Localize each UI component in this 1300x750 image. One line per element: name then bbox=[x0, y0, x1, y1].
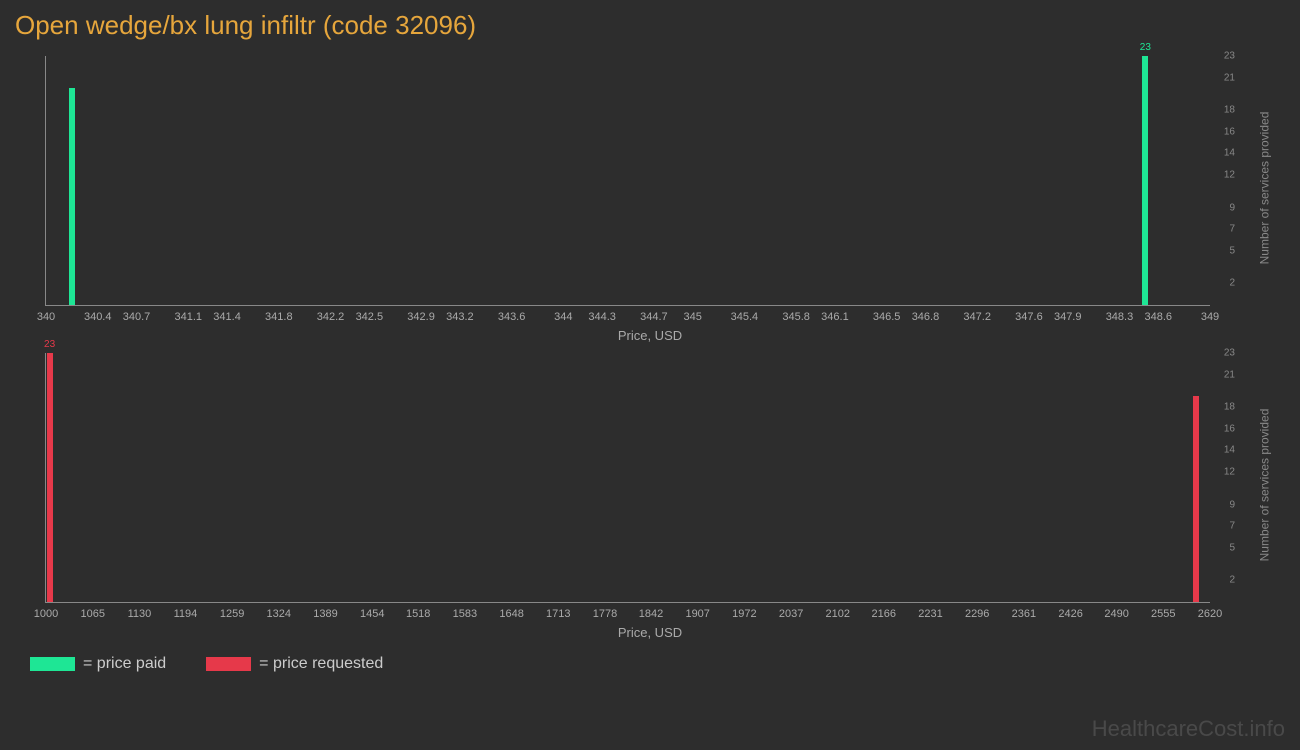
legend-label-requested: = price requested bbox=[259, 655, 383, 673]
x-tick: 2102 bbox=[826, 608, 850, 620]
legend-swatch-requested bbox=[206, 657, 251, 671]
x-tick: 1842 bbox=[639, 608, 663, 620]
x-tick: 344 bbox=[554, 311, 572, 323]
x-tick: 1518 bbox=[406, 608, 430, 620]
x-tick: 343.6 bbox=[498, 311, 526, 323]
x-tick: 340 bbox=[37, 311, 55, 323]
y-tick: 9 bbox=[1229, 499, 1235, 510]
x-tick: 2166 bbox=[872, 608, 896, 620]
legend-label-paid: = price paid bbox=[83, 655, 166, 673]
chart-price-requested: Number of services provided 1000 1065 1130… bbox=[15, 353, 1285, 640]
bar bbox=[69, 88, 75, 305]
x-tick: 2620 bbox=[1198, 608, 1222, 620]
x-tick: 346.1 bbox=[821, 311, 849, 323]
x-tick: 344.3 bbox=[588, 311, 616, 323]
x-tick: 340.7 bbox=[123, 311, 151, 323]
y-tick: 7 bbox=[1229, 224, 1235, 235]
x-tick: 341.4 bbox=[213, 311, 241, 323]
bar-value-label: 23 bbox=[1130, 42, 1160, 53]
x-tick: 1454 bbox=[360, 608, 384, 620]
y-tick: 9 bbox=[1229, 202, 1235, 213]
x-tick: 1389 bbox=[313, 608, 337, 620]
bar bbox=[1142, 56, 1148, 305]
watermark: HealthcareCost.info bbox=[1092, 716, 1285, 742]
y-axis-label: Number of services provided bbox=[1258, 408, 1272, 561]
x-tick: 2296 bbox=[965, 608, 989, 620]
bar-value-label: 23 bbox=[35, 339, 65, 350]
x-tick: 1907 bbox=[685, 608, 709, 620]
legend: = price paid = price requested bbox=[15, 655, 1285, 673]
x-tick: 349 bbox=[1201, 311, 1219, 323]
page-title: Open wedge/bx lung infiltr (code 32096) bbox=[15, 10, 1285, 41]
x-tick: 1713 bbox=[546, 608, 570, 620]
x-tick: 2426 bbox=[1058, 608, 1082, 620]
x-tick: 1972 bbox=[732, 608, 756, 620]
y-tick: 14 bbox=[1224, 445, 1235, 456]
y-tick: 2 bbox=[1229, 278, 1235, 289]
x-axis-label: Price, USD bbox=[15, 328, 1285, 343]
x-tick: 2037 bbox=[779, 608, 803, 620]
y-tick: 5 bbox=[1229, 542, 1235, 553]
y-tick: 7 bbox=[1229, 521, 1235, 532]
x-tick: 2231 bbox=[918, 608, 942, 620]
x-axis-label: Price, USD bbox=[15, 625, 1285, 640]
x-tick: 1000 bbox=[34, 608, 58, 620]
x-tick: 348.6 bbox=[1145, 311, 1173, 323]
x-tick: 346.8 bbox=[912, 311, 940, 323]
x-tick: 1259 bbox=[220, 608, 244, 620]
x-tick: 1583 bbox=[453, 608, 477, 620]
x-tick: 345 bbox=[683, 311, 701, 323]
x-tick: 347.6 bbox=[1015, 311, 1043, 323]
y-tick: 5 bbox=[1229, 245, 1235, 256]
x-tick: 1648 bbox=[499, 608, 523, 620]
x-tick: 1130 bbox=[128, 608, 152, 620]
x-tick: 2555 bbox=[1151, 608, 1175, 620]
y-tick: 21 bbox=[1224, 369, 1235, 380]
x-tick: 342.9 bbox=[407, 311, 435, 323]
x-tick: 341.1 bbox=[175, 311, 203, 323]
x-tick: 1194 bbox=[174, 608, 198, 620]
x-tick: 341.8 bbox=[265, 311, 293, 323]
x-tick: 343.2 bbox=[446, 311, 474, 323]
x-tick: 2361 bbox=[1012, 608, 1036, 620]
bar bbox=[1193, 396, 1199, 602]
x-tick: 345.4 bbox=[731, 311, 759, 323]
x-tick: 348.3 bbox=[1106, 311, 1134, 323]
y-tick: 16 bbox=[1224, 423, 1235, 434]
y-tick: 2 bbox=[1229, 575, 1235, 586]
x-tick: 1065 bbox=[80, 608, 104, 620]
x-tick: 347.2 bbox=[963, 311, 991, 323]
x-tick: 347.9 bbox=[1054, 311, 1082, 323]
x-tick: 342.5 bbox=[356, 311, 384, 323]
y-tick: 23 bbox=[1224, 348, 1235, 359]
legend-item-paid: = price paid bbox=[30, 655, 166, 673]
x-tick: 1778 bbox=[593, 608, 617, 620]
x-tick: 346.5 bbox=[873, 311, 901, 323]
y-tick: 23 bbox=[1224, 51, 1235, 62]
y-tick: 18 bbox=[1224, 402, 1235, 413]
y-tick: 16 bbox=[1224, 126, 1235, 137]
legend-item-requested: = price requested bbox=[206, 655, 383, 673]
x-tick: 344.7 bbox=[640, 311, 668, 323]
x-tick: 1324 bbox=[267, 608, 291, 620]
y-tick: 12 bbox=[1224, 467, 1235, 478]
legend-swatch-paid bbox=[30, 657, 75, 671]
x-tick: 342.2 bbox=[317, 311, 345, 323]
y-tick: 14 bbox=[1224, 148, 1235, 159]
y-tick: 18 bbox=[1224, 105, 1235, 116]
chart-price-paid: Number of services provided 340 340.4 340.… bbox=[15, 56, 1285, 343]
y-axis-label: Number of services provided bbox=[1258, 111, 1272, 264]
x-tick: 345.8 bbox=[782, 311, 810, 323]
y-tick: 12 bbox=[1224, 170, 1235, 181]
y-tick: 21 bbox=[1224, 72, 1235, 83]
x-tick: 2490 bbox=[1104, 608, 1128, 620]
x-tick: 340.4 bbox=[84, 311, 112, 323]
bar bbox=[47, 353, 53, 602]
